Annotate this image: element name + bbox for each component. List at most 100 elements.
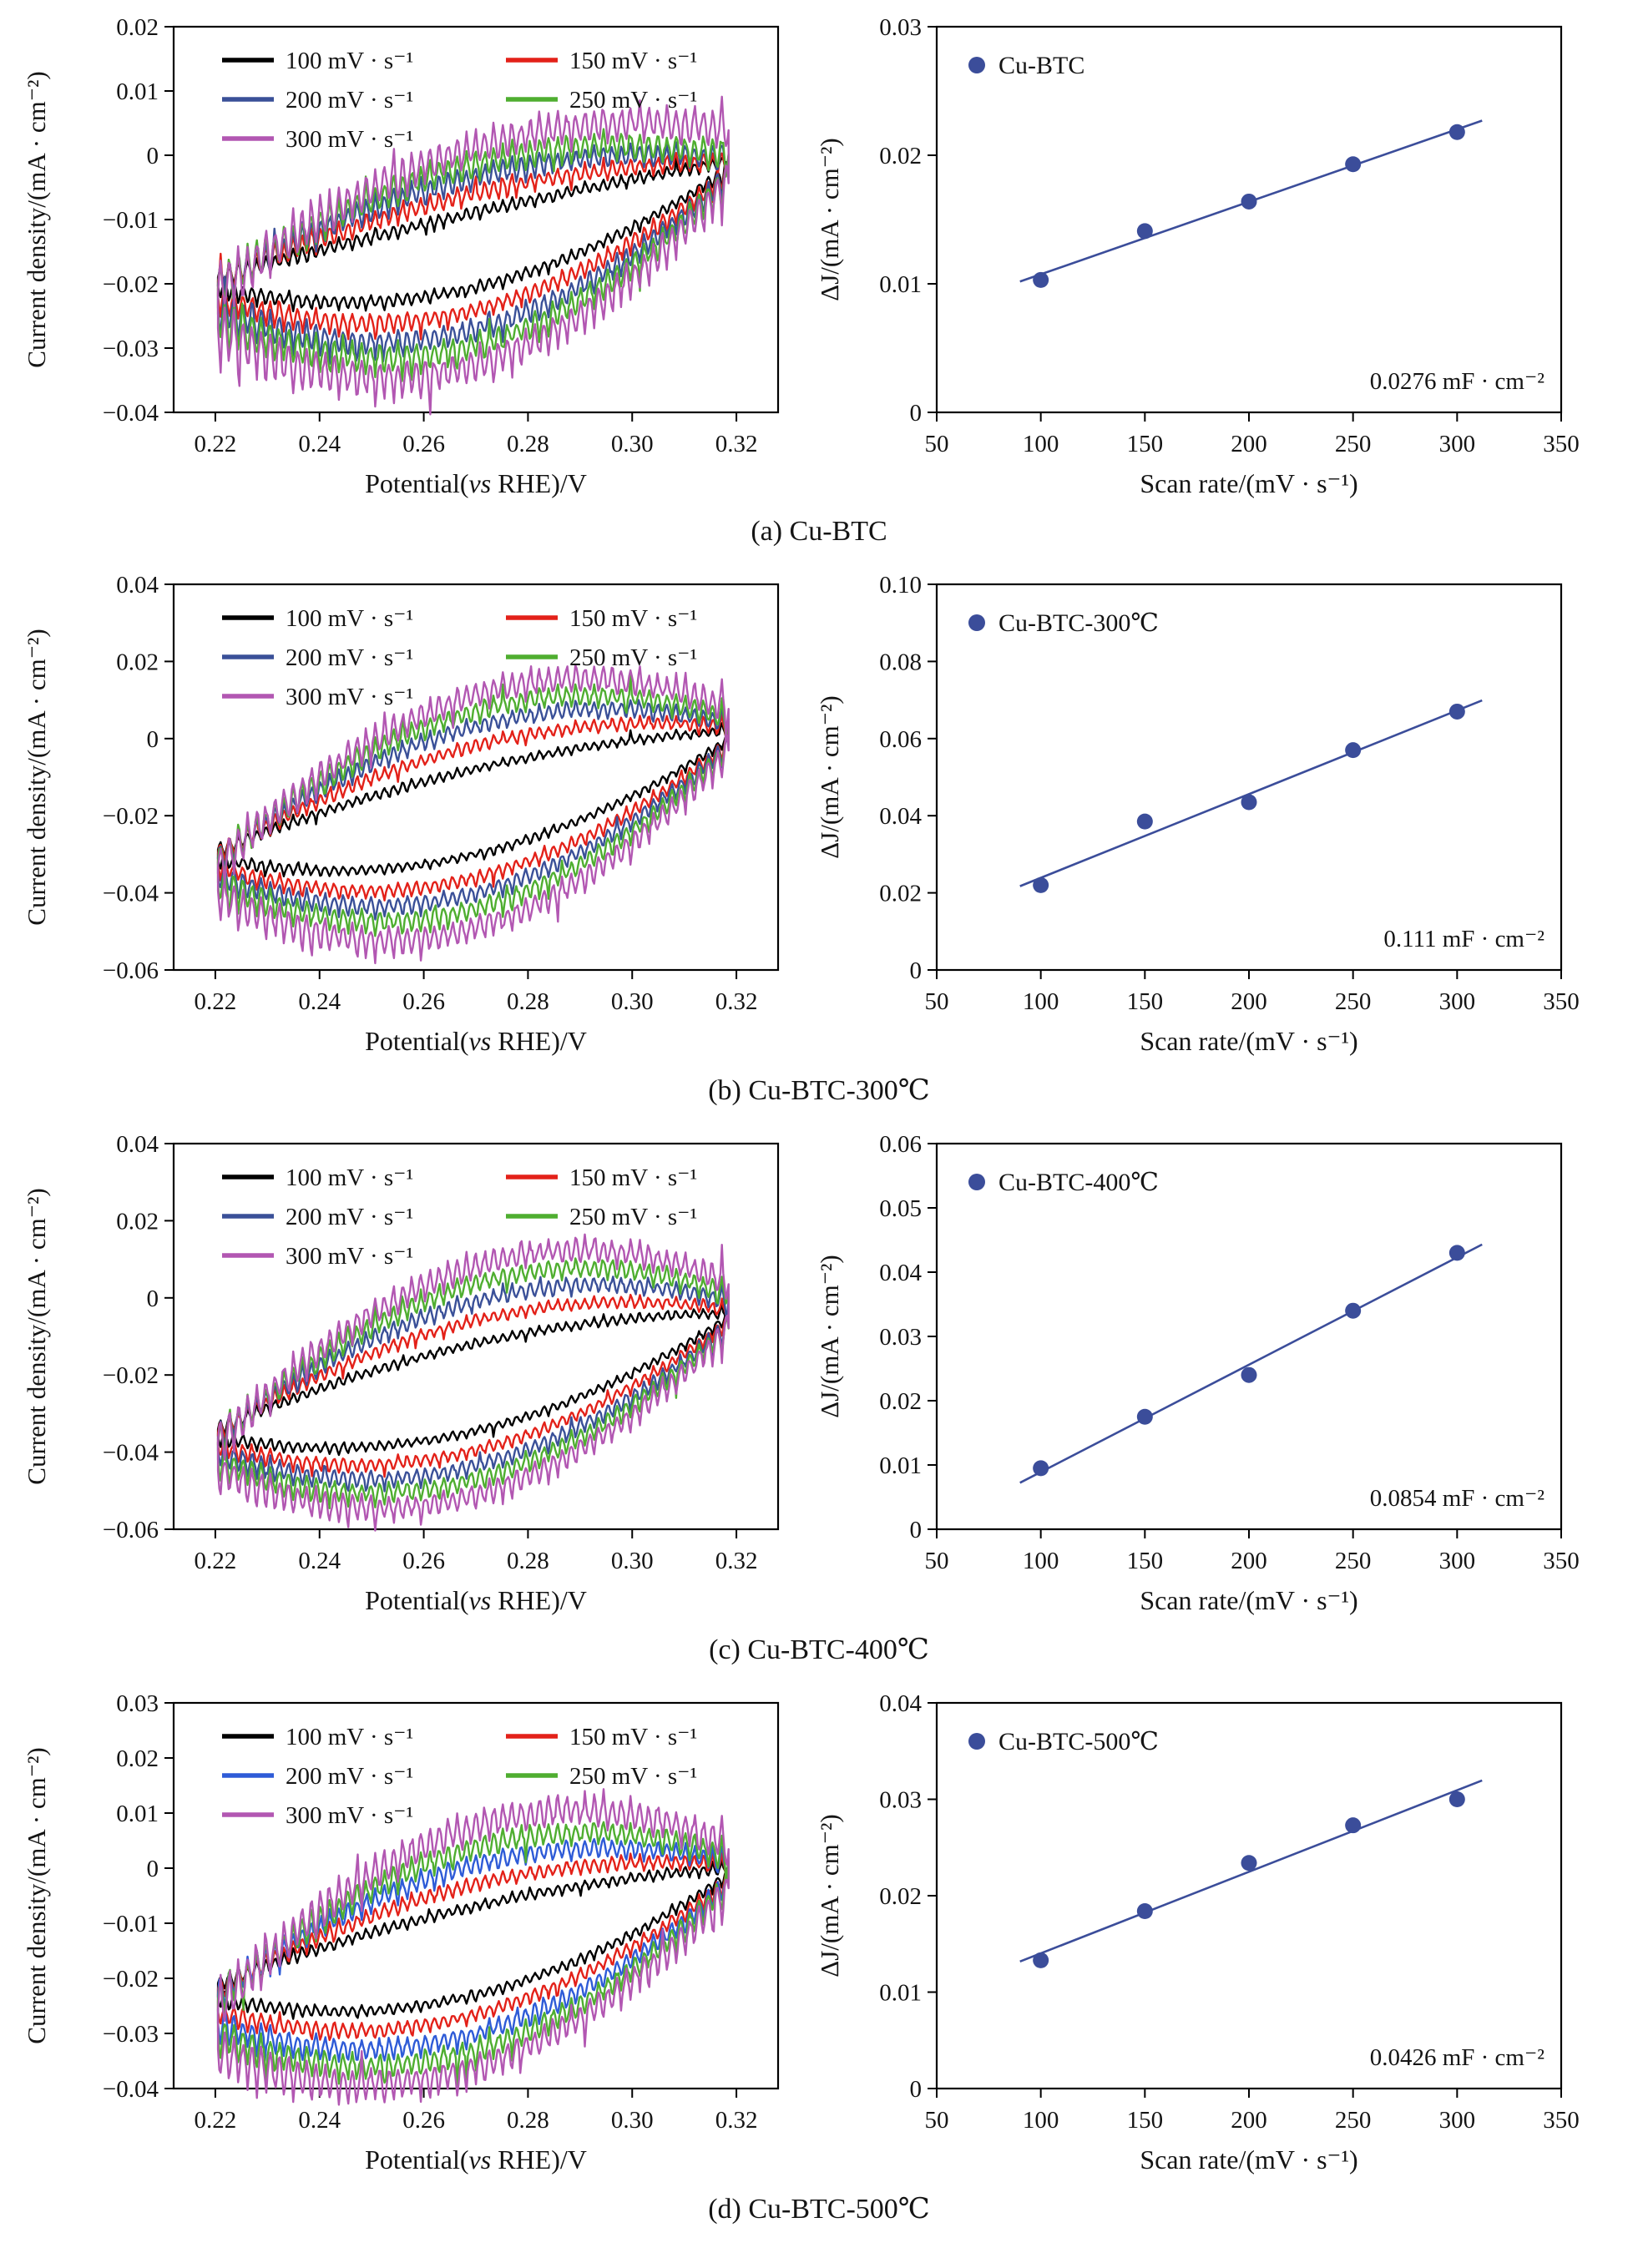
svg-text:Potential(vs RHE)/V: Potential(vs RHE)/V: [365, 468, 587, 498]
cv-chart-c: 0.22 0.24 0.26 0.28 0.30 0.32 0.04 0.02 0 −0.02 −0…: [22, 1131, 780, 1615]
svg-text:0.26: 0.26: [402, 1548, 445, 1574]
svg-text:0.26: 0.26: [402, 988, 445, 1015]
svg-text:0.24: 0.24: [298, 431, 341, 457]
svg-text:−0.01: −0.01: [103, 1911, 159, 1937]
svg-text:0.01: 0.01: [879, 271, 922, 298]
svg-text:100 mV · s⁻¹: 100 mV · s⁻¹: [286, 1724, 413, 1750]
panel-d-row: 0.22 0.24 0.26 0.28 0.30 0.32 0.03 0.02 0.01 0 −0.…: [0, 1686, 1638, 2187]
svg-text:0.03: 0.03: [879, 1324, 922, 1351]
svg-text:0.30: 0.30: [611, 2107, 654, 2134]
svg-text:0.01: 0.01: [879, 1980, 922, 2007]
svg-text:0: 0: [910, 957, 923, 984]
svg-text:Scan rate/(mV · s⁻¹): Scan rate/(mV · s⁻¹): [1140, 468, 1357, 498]
svg-text:250 mV · s⁻¹: 250 mV · s⁻¹: [569, 87, 697, 114]
svg-text:0.28: 0.28: [507, 988, 549, 1015]
svg-text:0.111 mF · cm⁻²: 0.111 mF · cm⁻²: [1383, 926, 1544, 952]
svg-text:0.04: 0.04: [879, 1260, 922, 1286]
svg-text:0.26: 0.26: [402, 431, 445, 457]
svg-text:−0.02: −0.02: [103, 803, 159, 830]
panel-b-row: 0.22 0.24 0.26 0.28 0.30 0.32 0.04 0.02 0 −0.02 −0…: [0, 568, 1638, 1068]
svg-text:0.24: 0.24: [298, 1548, 341, 1574]
svg-text:300: 300: [1439, 1548, 1476, 1574]
svg-text:350: 350: [1543, 2107, 1580, 2134]
svg-text:0.32: 0.32: [715, 431, 758, 457]
svg-text:−0.03: −0.03: [103, 2021, 159, 2048]
svg-text:200 mV · s⁻¹: 200 mV · s⁻¹: [286, 87, 413, 114]
svg-text:0.02: 0.02: [879, 143, 922, 169]
svg-text:50: 50: [925, 2107, 949, 2134]
svg-text:Scan rate/(mV · s⁻¹): Scan rate/(mV · s⁻¹): [1140, 2144, 1357, 2175]
svg-text:200: 200: [1231, 431, 1267, 457]
svg-text:0.28: 0.28: [507, 2107, 549, 2134]
svg-text:300: 300: [1439, 988, 1476, 1015]
svg-text:Potential(vs RHE)/V: Potential(vs RHE)/V: [365, 2144, 587, 2175]
svg-text:Current density/(mA · cm⁻²): Current density/(mA · cm⁻²): [22, 1188, 51, 1484]
svg-text:−0.02: −0.02: [103, 271, 159, 298]
svg-text:0.02: 0.02: [116, 14, 159, 41]
svg-text:50: 50: [925, 988, 949, 1015]
svg-text:0.24: 0.24: [298, 988, 341, 1015]
svg-text:−0.04: −0.04: [103, 400, 159, 427]
scatter-chart-d: 50 100 150 200 250 300 350 0 0.01 0.02 0.03 0.04 Sca…: [815, 1690, 1580, 2175]
svg-text:100: 100: [1023, 2107, 1059, 2134]
svg-text:100: 100: [1023, 431, 1059, 457]
svg-text:150 mV · s⁻¹: 150 mV · s⁻¹: [569, 48, 697, 74]
svg-text:0.30: 0.30: [611, 1548, 654, 1574]
svg-text:Cu-BTC: Cu-BTC: [998, 52, 1084, 79]
svg-text:−0.03: −0.03: [103, 336, 159, 362]
cv-chart-a: 0.22 0.24 0.26 0.28 0.30 0.32 0.02 0.01 0 −0.01 −0…: [22, 14, 780, 498]
svg-text:0.28: 0.28: [507, 1548, 549, 1574]
panel-d-caption: (d) Cu-BTC-500℃: [708, 2194, 930, 2225]
svg-text:0.02: 0.02: [116, 649, 159, 675]
svg-text:−0.06: −0.06: [103, 1517, 159, 1543]
panel-c-row: 0.22 0.24 0.26 0.28 0.30 0.32 0.04 0.02 0 −0.02 −0…: [0, 1127, 1638, 1628]
svg-text:ΔJ/(mA · cm⁻²): ΔJ/(mA · cm⁻²): [815, 1814, 844, 1977]
scatter-chart-c: 50 100 150 200 250 300 350 0 0.01 0.02 0.03 0.04 0.0…: [815, 1131, 1580, 1615]
svg-text:150: 150: [1127, 1548, 1164, 1574]
svg-text:0.30: 0.30: [611, 431, 654, 457]
svg-text:0.02: 0.02: [116, 1745, 159, 1772]
svg-text:250 mV · s⁻¹: 250 mV · s⁻¹: [569, 1763, 697, 1790]
svg-text:Scan rate/(mV · s⁻¹): Scan rate/(mV · s⁻¹): [1140, 1585, 1357, 1615]
panel-b-caption: (b) Cu-BTC-300℃: [708, 1075, 930, 1106]
svg-text:Current density/(mA · cm⁻²): Current density/(mA · cm⁻²): [22, 71, 51, 367]
svg-text:Potential(vs RHE)/V: Potential(vs RHE)/V: [365, 1026, 587, 1056]
svg-text:200: 200: [1231, 1548, 1267, 1574]
cv-chart-d: 0.22 0.24 0.26 0.28 0.30 0.32 0.03 0.02 0.01 0 −0.…: [22, 1690, 780, 2175]
svg-text:0.06: 0.06: [879, 726, 922, 753]
svg-text:0.30: 0.30: [611, 988, 654, 1015]
svg-text:Scan rate/(mV · s⁻¹): Scan rate/(mV · s⁻¹): [1140, 1026, 1357, 1056]
svg-text:250 mV · s⁻¹: 250 mV · s⁻¹: [569, 1204, 697, 1230]
scatter-chart-b: 50 100 150 200 250 300 350 0 0.02 0.04 0.06 0.08 0.1…: [815, 572, 1580, 1056]
svg-text:250: 250: [1335, 1548, 1372, 1574]
svg-text:200 mV · s⁻¹: 200 mV · s⁻¹: [286, 644, 413, 671]
svg-text:150: 150: [1127, 431, 1164, 457]
svg-text:ΔJ/(mA · cm⁻²): ΔJ/(mA · cm⁻²): [815, 138, 844, 301]
svg-text:250: 250: [1335, 431, 1372, 457]
svg-text:0.04: 0.04: [879, 1690, 922, 1717]
svg-text:0.02: 0.02: [879, 1883, 922, 1910]
svg-text:Cu-BTC-400℃: Cu-BTC-400℃: [998, 1169, 1159, 1196]
svg-text:0.02: 0.02: [879, 1388, 922, 1415]
svg-text:0: 0: [147, 1286, 159, 1312]
scatter-chart-a: 50 100 150 200 250 300 350 0 0.01 0.02 0.03 Scan ra…: [815, 14, 1580, 498]
svg-text:150: 150: [1127, 988, 1164, 1015]
svg-text:−0.02: −0.02: [103, 1362, 159, 1389]
svg-text:0.22: 0.22: [195, 2107, 237, 2134]
svg-text:300 mV · s⁻¹: 300 mV · s⁻¹: [286, 1243, 413, 1270]
svg-text:0.32: 0.32: [715, 1548, 758, 1574]
svg-text:0.10: 0.10: [879, 572, 922, 599]
svg-text:350: 350: [1543, 1548, 1580, 1574]
svg-text:0.28: 0.28: [507, 431, 549, 457]
svg-text:300 mV · s⁻¹: 300 mV · s⁻¹: [286, 1802, 413, 1829]
svg-text:350: 350: [1543, 988, 1580, 1015]
svg-text:0: 0: [147, 1856, 159, 1882]
svg-text:0.24: 0.24: [298, 2107, 341, 2134]
svg-text:−0.06: −0.06: [103, 957, 159, 984]
svg-text:0.03: 0.03: [879, 14, 922, 41]
svg-text:250 mV · s⁻¹: 250 mV · s⁻¹: [569, 644, 697, 671]
svg-text:150 mV · s⁻¹: 150 mV · s⁻¹: [569, 605, 697, 632]
svg-text:0.04: 0.04: [879, 803, 922, 830]
